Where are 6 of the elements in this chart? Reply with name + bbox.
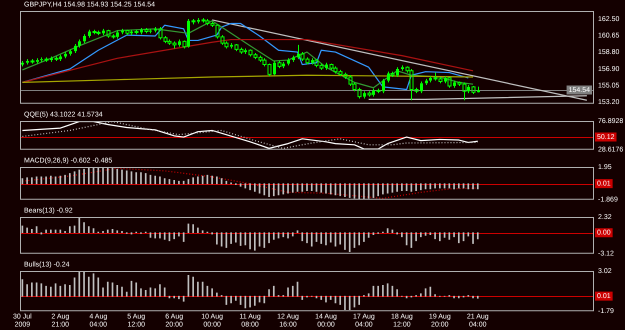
candlestick	[74, 44, 77, 54]
candlestick	[287, 58, 290, 66]
candlestick	[292, 55, 295, 62]
candlestick	[83, 34, 86, 44]
candlestick	[64, 52, 67, 59]
candlestick	[78, 39, 81, 48]
